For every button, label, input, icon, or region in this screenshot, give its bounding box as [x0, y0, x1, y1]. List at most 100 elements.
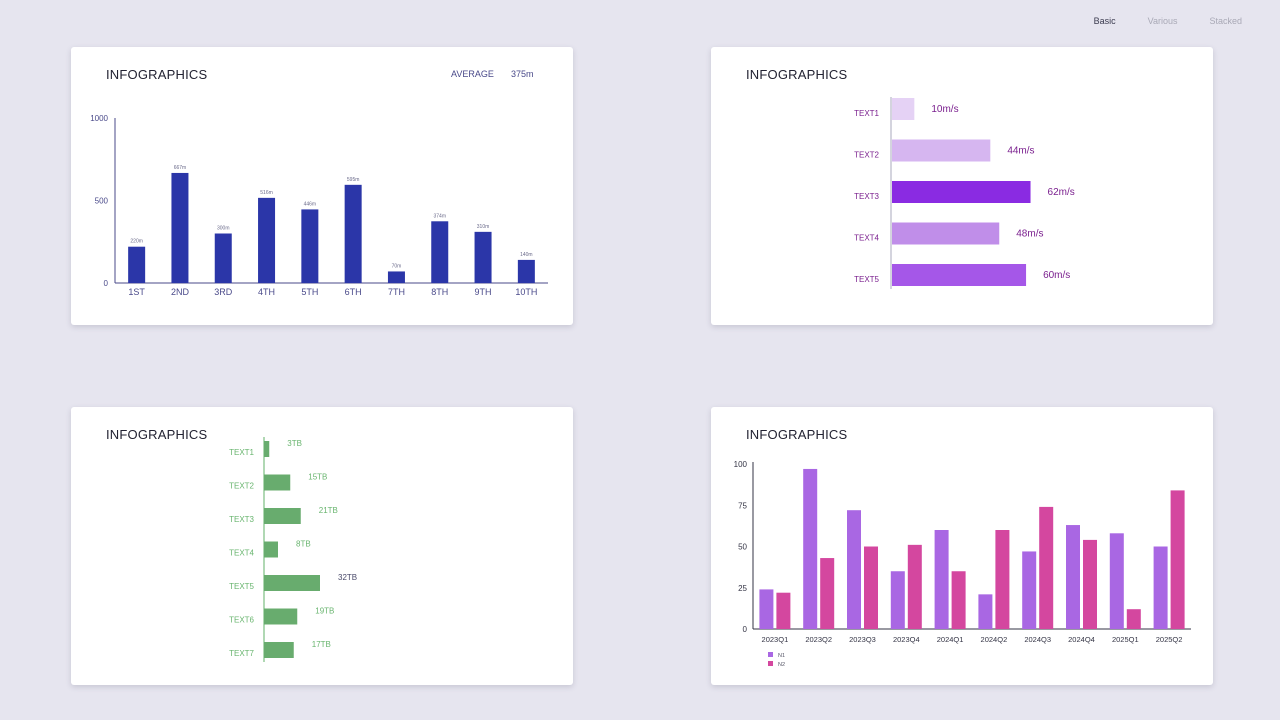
- data-label: 62m/s: [1048, 187, 1075, 198]
- storage-bar-chart: 3TB TEXT1 15TB TEXT2 21TB TEXT3 8TB TEXT4 32TB TE…: [229, 437, 357, 662]
- x-tick-label: 5TH: [301, 287, 318, 297]
- bar: [264, 608, 298, 625]
- x-tick-label: 9TH: [475, 287, 492, 297]
- speed-bar-chart: 10m/s TEXT1 44m/s TEXT2 62m/s TEXT3 48m/s TEXT4…: [854, 97, 1075, 289]
- data-label: 44m/s: [1007, 146, 1034, 157]
- bar: [892, 222, 1000, 245]
- average-label: AVERAGE: [451, 69, 494, 79]
- y-tick-label: 0: [104, 279, 109, 288]
- bar: [264, 541, 278, 558]
- data-label: 374m: [433, 213, 446, 219]
- legend-label: N1: [778, 653, 785, 659]
- y-tick-label: TEXT7: [229, 649, 254, 658]
- bar: [892, 264, 1027, 286]
- y-tick-label: TEXT4: [854, 234, 879, 243]
- bar: [864, 546, 878, 629]
- x-tick-label: 2025Q2: [1156, 635, 1183, 644]
- data-label: 17TB: [312, 640, 331, 649]
- bar: [890, 571, 905, 629]
- bar: [171, 172, 189, 283]
- y-tick-label: 0: [743, 625, 748, 634]
- bar: [344, 184, 362, 283]
- data-label: 21TB: [319, 506, 338, 515]
- y-tick-label: TEXT3: [229, 515, 254, 524]
- bar: [995, 530, 1010, 629]
- bar: [264, 441, 270, 457]
- card-title: INFOGRAPHICS: [106, 427, 208, 442]
- nav-basic[interactable]: Basic: [1093, 16, 1116, 26]
- x-tick-label: 2023Q3: [849, 635, 876, 644]
- card-speed-bar-chart: INFOGRAPHICS 10m/s TEXT1 44m/s TEXT2 62m/s TE…: [711, 47, 1213, 325]
- y-tick-label: TEXT5: [854, 275, 879, 284]
- card-title: INFOGRAPHICS: [746, 427, 848, 442]
- bar: [978, 594, 993, 629]
- card-storage-bar-chart: INFOGRAPHICS 3TB TEXT1 15TB TEXT2 21TB TEXT3 8…: [71, 407, 573, 685]
- chart-type-nav: Basic Various Stacked: [1094, 16, 1242, 26]
- data-label: 19TB: [315, 607, 334, 616]
- bar: [1126, 609, 1141, 629]
- x-tick-label: 1ST: [128, 287, 145, 297]
- bar: [1039, 506, 1054, 629]
- y-tick-label: TEXT5: [229, 582, 254, 591]
- y-tick-label: TEXT2: [854, 151, 879, 160]
- data-label: 15TB: [308, 473, 327, 482]
- average-value: 375m: [511, 69, 534, 79]
- x-tick-label: 2024Q4: [1068, 635, 1095, 644]
- bar: [264, 508, 301, 524]
- data-label: 48m/s: [1016, 229, 1043, 240]
- nav-various[interactable]: Various: [1147, 16, 1178, 26]
- y-tick-label: 25: [738, 584, 747, 593]
- bar: [820, 558, 835, 629]
- bar: [934, 530, 949, 629]
- y-tick-label: TEXT1: [229, 448, 254, 457]
- legend-label: N2: [778, 662, 785, 668]
- data-label: 516m: [260, 190, 273, 196]
- legend-swatch: [768, 652, 773, 657]
- bar: [264, 642, 294, 658]
- bar: [264, 575, 320, 591]
- bar: [1170, 490, 1185, 629]
- x-tick-label: 2023Q1: [762, 635, 789, 644]
- data-label: 10m/s: [931, 104, 958, 115]
- x-tick-label: 2023Q2: [805, 635, 832, 644]
- bar: [264, 474, 291, 491]
- card-title: INFOGRAPHICS: [106, 67, 208, 82]
- x-tick-label: 2023Q4: [893, 635, 920, 644]
- bar: [759, 589, 774, 629]
- card-ranking-bar-chart: INFOGRAPHICS AVERAGE 375m 0 500 1000 220m 1S…: [71, 47, 573, 325]
- card-title: INFOGRAPHICS: [746, 67, 848, 82]
- y-tick-label: TEXT1: [854, 109, 879, 118]
- x-tick-label: 6TH: [345, 287, 362, 297]
- nav-stacked[interactable]: Stacked: [1209, 16, 1242, 26]
- y-tick-label: 50: [738, 543, 747, 552]
- y-tick-label: TEXT6: [229, 616, 254, 625]
- y-tick-label: TEXT3: [854, 192, 879, 201]
- x-tick-label: 2024Q2: [981, 635, 1008, 644]
- bar: [951, 571, 966, 629]
- x-tick-label: 4TH: [258, 287, 275, 297]
- bar: [892, 181, 1031, 203]
- x-tick-label: 10TH: [515, 287, 537, 297]
- data-label: 70m: [392, 263, 402, 269]
- bar: [517, 259, 535, 283]
- y-tick-label: 1000: [90, 114, 108, 123]
- bar: [431, 221, 449, 283]
- data-label: 8TB: [296, 540, 311, 549]
- y-tick-label: TEXT4: [229, 549, 254, 558]
- bar: [214, 233, 232, 283]
- data-label: 3TB: [287, 439, 302, 448]
- bar: [1153, 546, 1168, 629]
- bar: [776, 592, 791, 629]
- bar: [1022, 551, 1037, 629]
- bar: [258, 197, 276, 283]
- y-tick-label: 100: [734, 460, 748, 469]
- bar: [892, 98, 915, 120]
- data-label: 310m: [477, 224, 490, 230]
- bar: [128, 246, 146, 283]
- data-label: 140m: [520, 252, 533, 258]
- bar: [474, 231, 492, 283]
- data-label: 60m/s: [1043, 270, 1070, 281]
- data-label: 667m: [174, 165, 187, 171]
- x-tick-label: 2ND: [171, 287, 190, 297]
- y-tick-label: TEXT2: [229, 482, 254, 491]
